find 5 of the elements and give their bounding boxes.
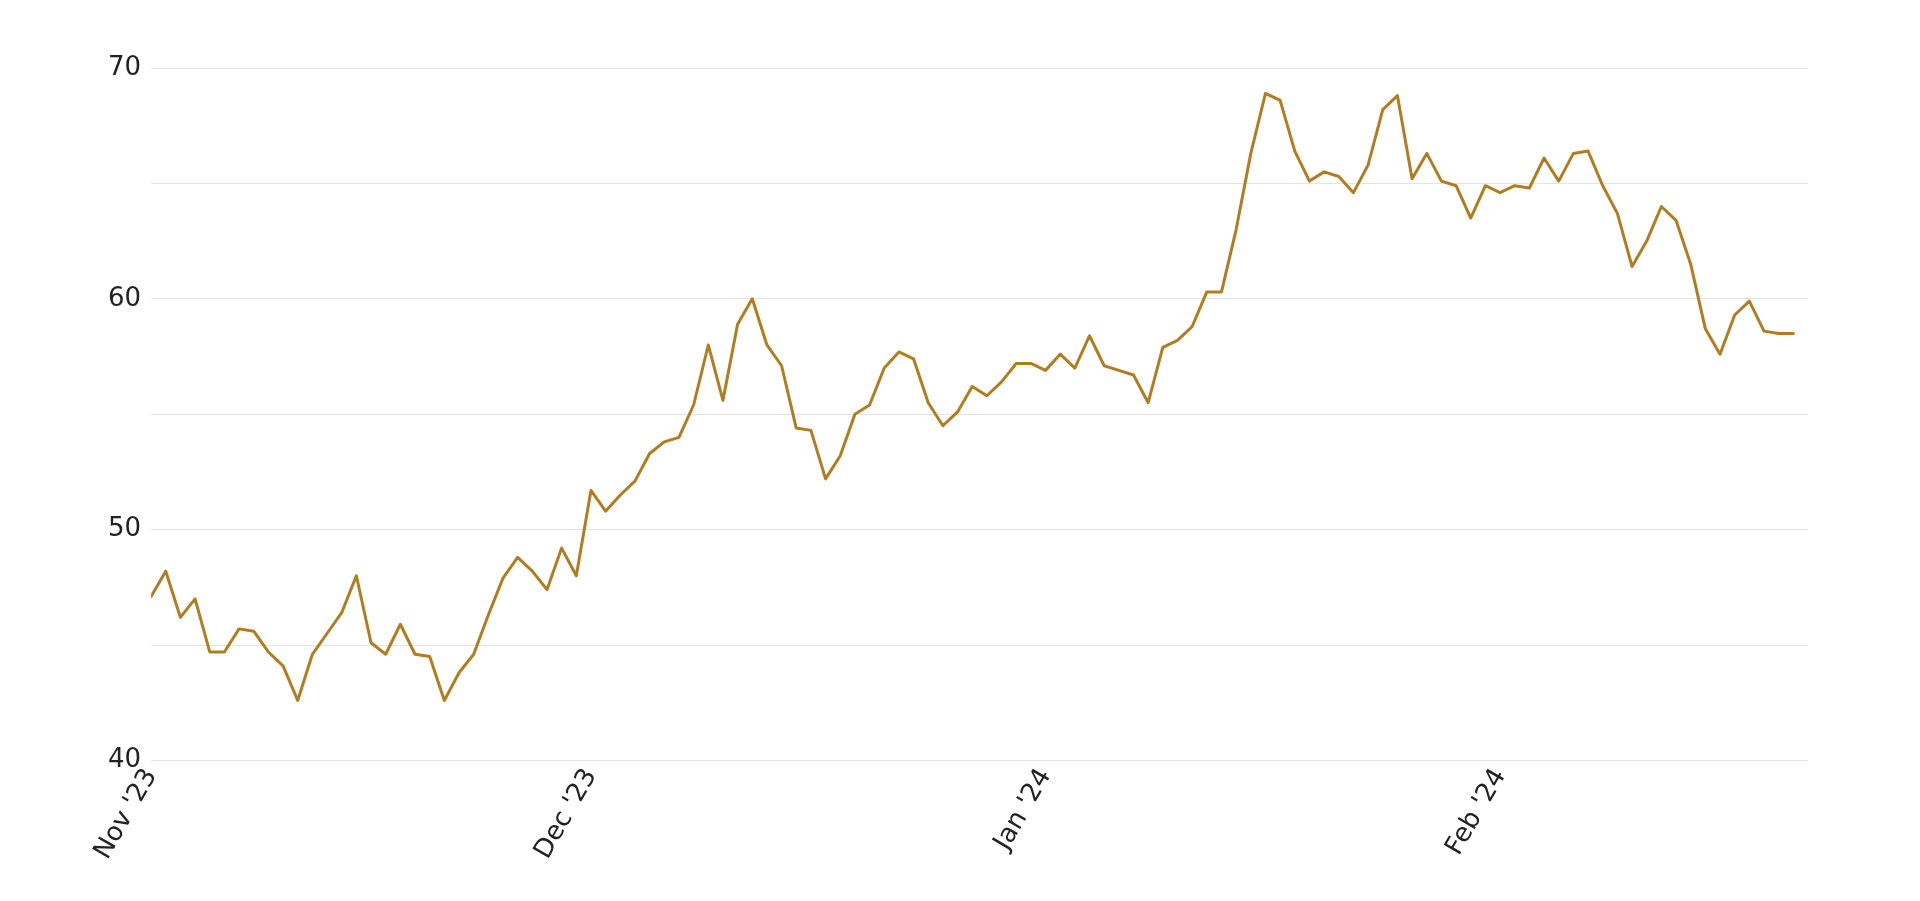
y-tick-label: 70 <box>107 50 142 81</box>
x-tick-label: Jan '24 <box>985 762 1057 857</box>
x-tick-label: Feb '24 <box>1437 762 1512 860</box>
y-tick-label: 60 <box>107 281 142 312</box>
y-tick-label: 50 <box>107 512 142 543</box>
